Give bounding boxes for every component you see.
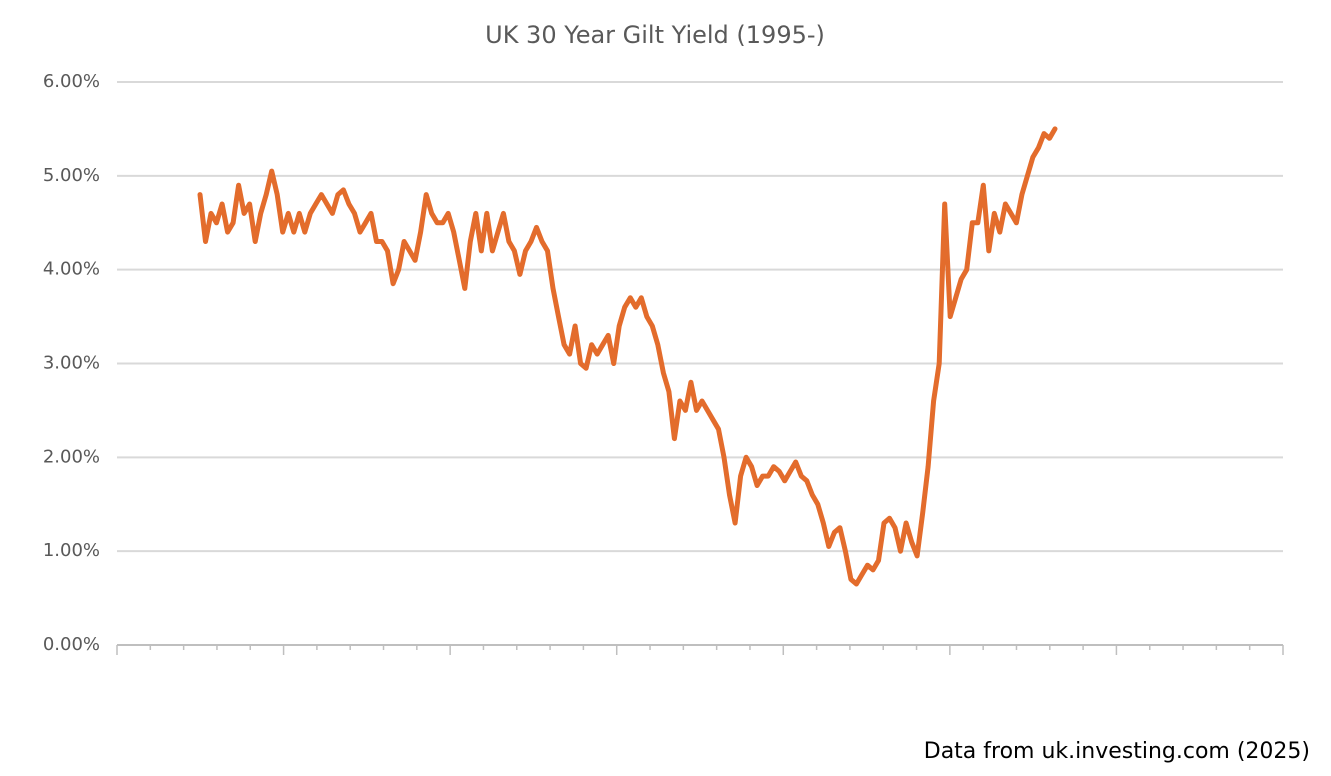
y-tick-label: 2.00% xyxy=(43,446,100,467)
y-tick-label: 6.00% xyxy=(43,71,100,92)
y-tick-label: 5.00% xyxy=(43,165,100,186)
chart-title: UK 30 Year Gilt Yield (1995-) xyxy=(485,21,825,49)
y-tick-label: 0.00% xyxy=(43,634,100,655)
y-tick-label: 3.00% xyxy=(43,353,100,374)
y-tick-label: 4.00% xyxy=(43,259,100,280)
source-note: Data from uk.investing.com (2025) xyxy=(924,739,1310,764)
y-tick-label: 1.00% xyxy=(43,540,100,561)
yield-line xyxy=(197,126,1058,587)
